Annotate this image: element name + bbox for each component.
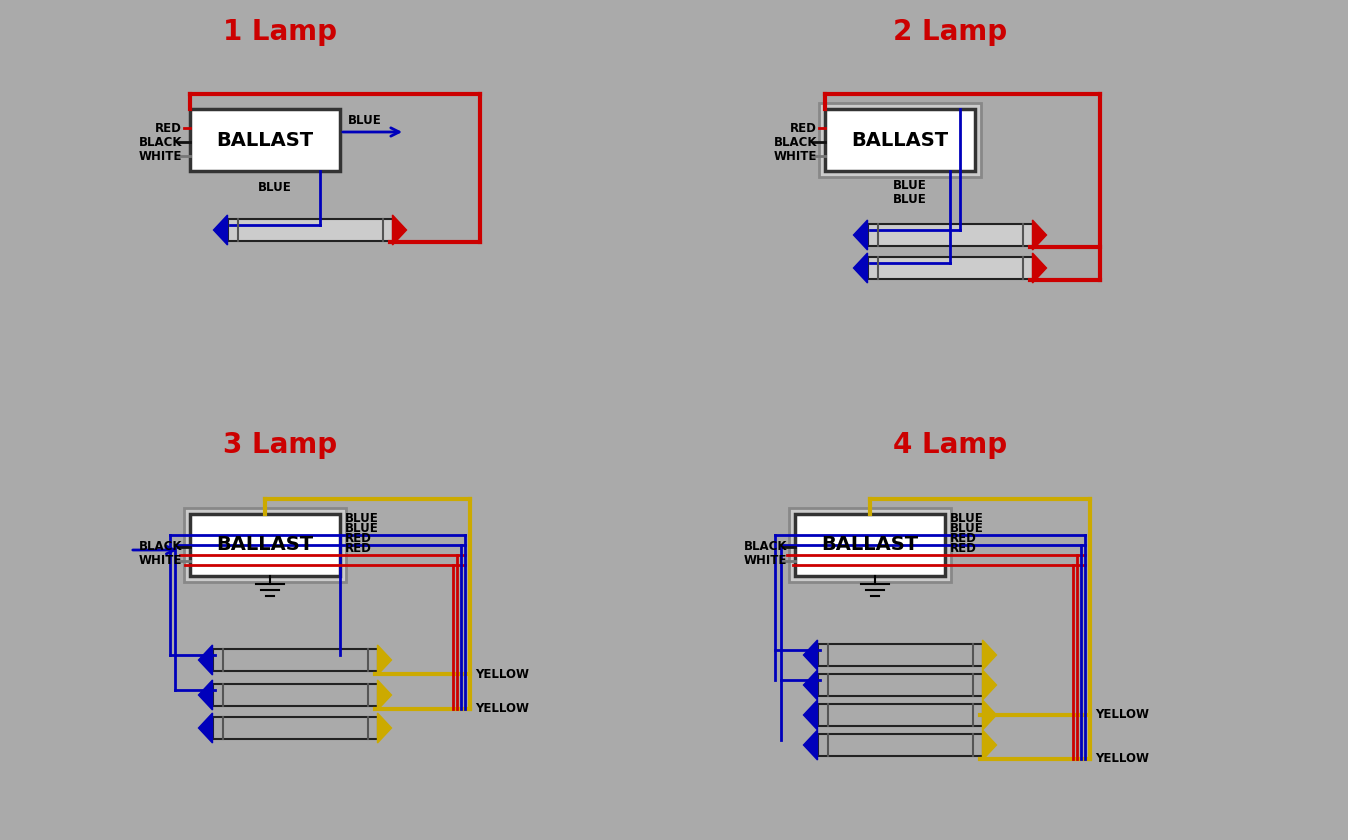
FancyBboxPatch shape — [190, 109, 340, 171]
Polygon shape — [983, 640, 996, 670]
Text: BLUE: BLUE — [894, 193, 927, 206]
FancyBboxPatch shape — [817, 704, 983, 726]
Text: BLUE: BLUE — [257, 181, 293, 194]
FancyBboxPatch shape — [213, 684, 377, 706]
Text: WHITE: WHITE — [139, 150, 182, 162]
FancyBboxPatch shape — [868, 224, 1033, 246]
Polygon shape — [803, 640, 817, 670]
Text: BALLAST: BALLAST — [852, 130, 949, 150]
FancyBboxPatch shape — [213, 649, 377, 671]
Text: BALLAST: BALLAST — [217, 536, 314, 554]
Text: WHITE: WHITE — [774, 150, 817, 162]
Text: BLACK: BLACK — [774, 135, 817, 149]
FancyBboxPatch shape — [228, 219, 392, 241]
Polygon shape — [392, 215, 407, 245]
FancyBboxPatch shape — [190, 514, 340, 576]
FancyBboxPatch shape — [817, 644, 983, 666]
Polygon shape — [803, 670, 817, 700]
Polygon shape — [198, 713, 213, 743]
FancyBboxPatch shape — [213, 717, 377, 739]
Polygon shape — [198, 680, 213, 710]
Text: 4 Lamp: 4 Lamp — [892, 431, 1007, 459]
Text: YELLOW: YELLOW — [1095, 708, 1148, 722]
Text: RED: RED — [345, 542, 372, 555]
Text: 3 Lamp: 3 Lamp — [222, 431, 337, 459]
FancyBboxPatch shape — [868, 257, 1033, 279]
Polygon shape — [853, 220, 868, 250]
FancyBboxPatch shape — [825, 109, 975, 171]
Polygon shape — [803, 730, 817, 760]
FancyBboxPatch shape — [820, 103, 981, 177]
Text: BLACK: BLACK — [139, 135, 182, 149]
Polygon shape — [853, 253, 868, 283]
Text: WHITE: WHITE — [744, 554, 787, 568]
FancyBboxPatch shape — [817, 674, 983, 696]
FancyBboxPatch shape — [817, 734, 983, 756]
Text: 2 Lamp: 2 Lamp — [892, 18, 1007, 46]
Text: BLUE: BLUE — [348, 113, 381, 127]
Text: BLUE: BLUE — [345, 512, 379, 525]
Text: BALLAST: BALLAST — [217, 130, 314, 150]
Text: RED: RED — [345, 532, 372, 545]
Text: YELLOW: YELLOW — [1095, 753, 1148, 765]
FancyBboxPatch shape — [795, 514, 945, 576]
Text: BLACK: BLACK — [744, 540, 787, 554]
Polygon shape — [377, 713, 391, 743]
Text: WHITE: WHITE — [139, 554, 182, 568]
Text: BLUE: BLUE — [345, 522, 379, 535]
Text: RED: RED — [950, 532, 977, 545]
Text: 1 Lamp: 1 Lamp — [222, 18, 337, 46]
FancyBboxPatch shape — [183, 508, 346, 582]
Polygon shape — [377, 680, 391, 710]
Polygon shape — [198, 645, 213, 675]
Text: BLACK: BLACK — [139, 540, 182, 554]
Polygon shape — [983, 670, 996, 700]
Text: RED: RED — [790, 122, 817, 134]
Text: RED: RED — [950, 542, 977, 555]
Polygon shape — [377, 645, 391, 675]
Text: YELLOW: YELLOW — [474, 668, 528, 680]
Text: BLUE: BLUE — [950, 512, 984, 525]
FancyBboxPatch shape — [789, 508, 950, 582]
Text: RED: RED — [155, 122, 182, 134]
Text: BALLAST: BALLAST — [821, 536, 918, 554]
Polygon shape — [1033, 253, 1046, 283]
Text: BLUE: BLUE — [950, 522, 984, 535]
Polygon shape — [213, 215, 228, 245]
Polygon shape — [983, 730, 996, 760]
Polygon shape — [1033, 220, 1046, 250]
Polygon shape — [803, 700, 817, 730]
Text: YELLOW: YELLOW — [474, 702, 528, 716]
Text: BLUE: BLUE — [894, 179, 927, 192]
Polygon shape — [983, 700, 996, 730]
